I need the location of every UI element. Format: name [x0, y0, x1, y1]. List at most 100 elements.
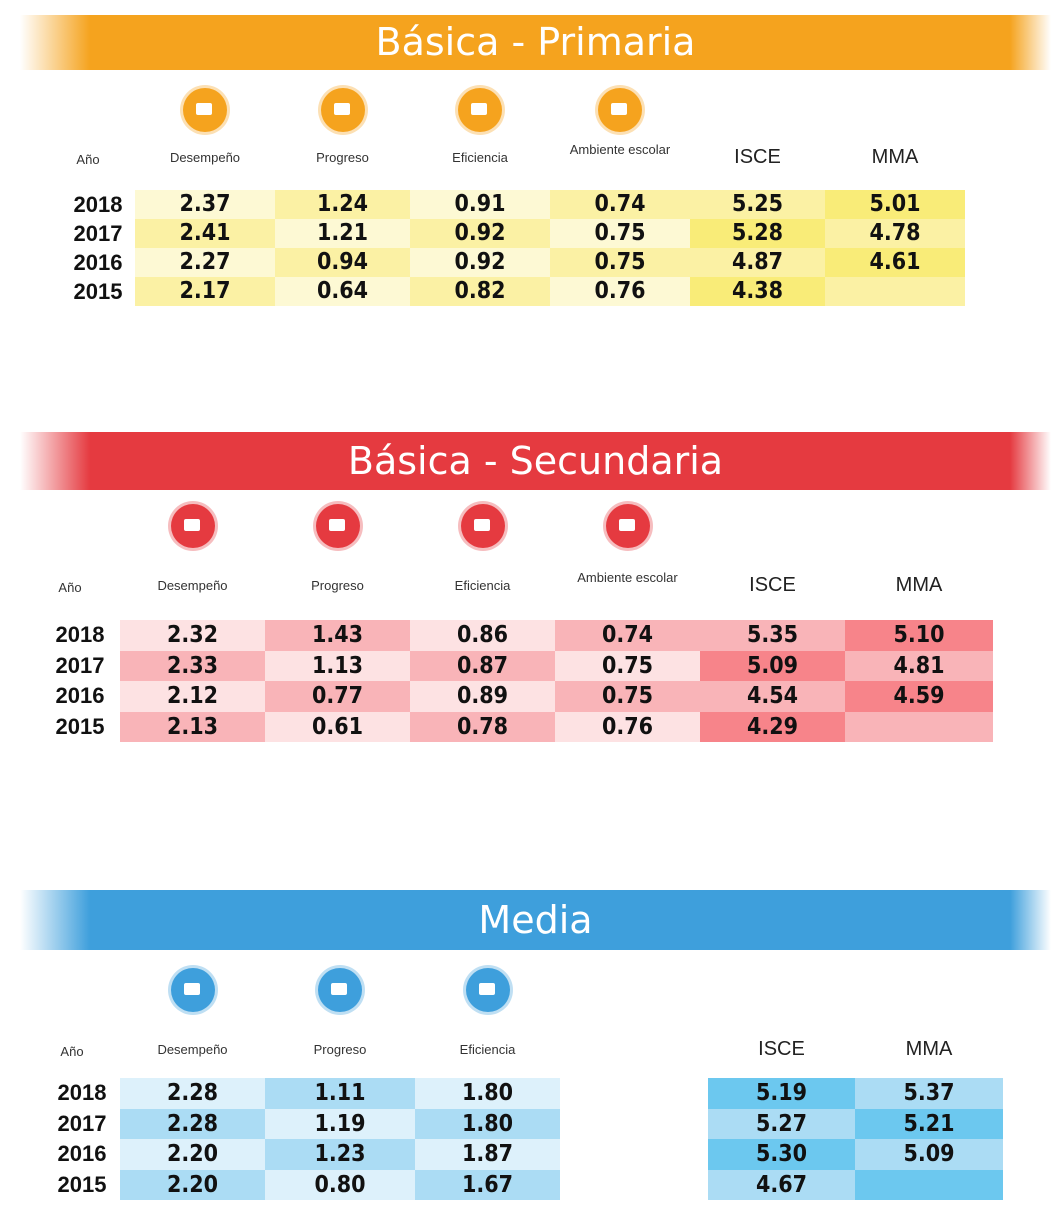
column-header: Eficiencia	[454, 578, 511, 593]
table-cell	[410, 248, 550, 277]
table-cell	[275, 277, 410, 306]
column-header: MMA	[905, 1038, 953, 1060]
column-header: Eficiencia	[452, 150, 508, 165]
year-label: 2017	[73, 221, 123, 246]
table-cell	[265, 1078, 415, 1109]
table-cell	[410, 620, 555, 651]
cell-value: 0.92	[454, 220, 506, 246]
table-cell	[690, 277, 825, 306]
header-icon	[318, 968, 362, 1012]
table-cell	[708, 1139, 855, 1170]
column-header: Progreso	[313, 1042, 367, 1057]
year-label: 2018	[57, 1080, 107, 1105]
table-cell	[265, 1139, 415, 1170]
column-header: Año	[76, 152, 100, 167]
cell-value: 2.32	[166, 622, 219, 648]
table-cell	[265, 1169, 415, 1200]
cell-value: 0.76	[594, 278, 646, 304]
table-cell	[825, 277, 965, 306]
table-cell	[265, 1108, 415, 1139]
table-cell	[845, 650, 993, 681]
table-cell	[120, 620, 265, 651]
table-cell	[555, 650, 700, 681]
column-header: ISCE	[749, 574, 796, 596]
table-cell	[265, 620, 410, 651]
cell-value: 2.13	[166, 713, 219, 740]
table-cell	[410, 681, 555, 712]
year-label: 2017	[57, 1110, 107, 1136]
table-cell	[135, 277, 275, 306]
table-cell	[265, 681, 410, 712]
table-cell	[120, 711, 265, 742]
table-cell	[275, 190, 410, 219]
cell-value: 5.19	[755, 1080, 808, 1106]
cell-value: 0.75	[594, 249, 646, 275]
table-cell	[700, 711, 845, 742]
column-header: Año	[58, 580, 82, 595]
year-label: 2017	[55, 652, 105, 678]
cell-value: 2.12	[166, 683, 219, 709]
table-cell	[550, 190, 690, 219]
table-cell	[120, 1169, 265, 1200]
column-header: Eficiencia	[459, 1042, 516, 1057]
cell-value: 0.75	[601, 683, 654, 709]
table-cell	[708, 1078, 855, 1109]
table-cell	[845, 711, 993, 742]
cell-value: 0.61	[311, 713, 364, 740]
table-cell	[550, 248, 690, 277]
cell-value: 4.67	[755, 1171, 808, 1198]
cell-value: 5.27	[755, 1110, 808, 1137]
table-cell	[135, 248, 275, 277]
year-label: 2015	[73, 279, 123, 304]
table-cell	[135, 190, 275, 219]
cell-value: 0.91	[454, 191, 506, 217]
table-cell	[855, 1108, 1003, 1139]
table-cell	[855, 1169, 1003, 1200]
cell-value: 5.21	[903, 1110, 955, 1137]
header-icon	[320, 88, 365, 132]
table-cell	[415, 1108, 560, 1139]
cell-value: 2.41	[179, 220, 231, 246]
cell-value: 2.28	[166, 1080, 219, 1106]
cell-value: 0.82	[454, 278, 506, 304]
cell-value: 2.20	[166, 1171, 219, 1198]
cell-value: 0.94	[316, 249, 369, 275]
table-cell	[410, 190, 550, 219]
cell-value: 4.38	[731, 278, 784, 304]
year-label: 2018	[55, 622, 105, 647]
section-banner: Básica - Secundaria	[20, 432, 1051, 490]
cell-value: 0.75	[594, 220, 646, 246]
cell-value: 4.54	[746, 683, 799, 709]
table-cell	[265, 650, 410, 681]
cell-value: 4.87	[731, 249, 784, 275]
header-icon	[170, 968, 215, 1012]
cell-value: 2.27	[179, 249, 231, 275]
table-cell	[265, 711, 410, 742]
cell-value: 4.61	[869, 249, 921, 275]
table-cell	[410, 650, 555, 681]
table-cell	[845, 681, 993, 712]
table-cell	[120, 1078, 265, 1109]
table-cell	[550, 219, 690, 248]
table-cell	[690, 219, 825, 248]
table-cell	[410, 711, 555, 742]
table-cell	[700, 620, 845, 651]
column-header: Progreso	[316, 150, 369, 165]
table-cell	[825, 219, 965, 248]
column-header: Desempeño	[169, 150, 241, 165]
cell-value: 5.37	[903, 1080, 955, 1106]
section-banner: Básica - Primaria	[20, 15, 1051, 70]
cell-value: 0.64	[316, 278, 369, 304]
table-cell	[415, 1139, 560, 1170]
cell-value: 4.81	[893, 652, 945, 679]
year-label: 2015	[57, 1171, 107, 1197]
table-cell	[120, 1108, 265, 1139]
cell-value: 1.19	[314, 1110, 366, 1137]
cell-value: 1.80	[461, 1110, 514, 1137]
table-cell	[700, 681, 845, 712]
table-cell	[555, 620, 700, 651]
cell-value: 5.25	[731, 191, 784, 217]
table-cell	[845, 620, 993, 651]
year-label: 2015	[55, 713, 105, 739]
column-header: MMA	[895, 574, 943, 596]
